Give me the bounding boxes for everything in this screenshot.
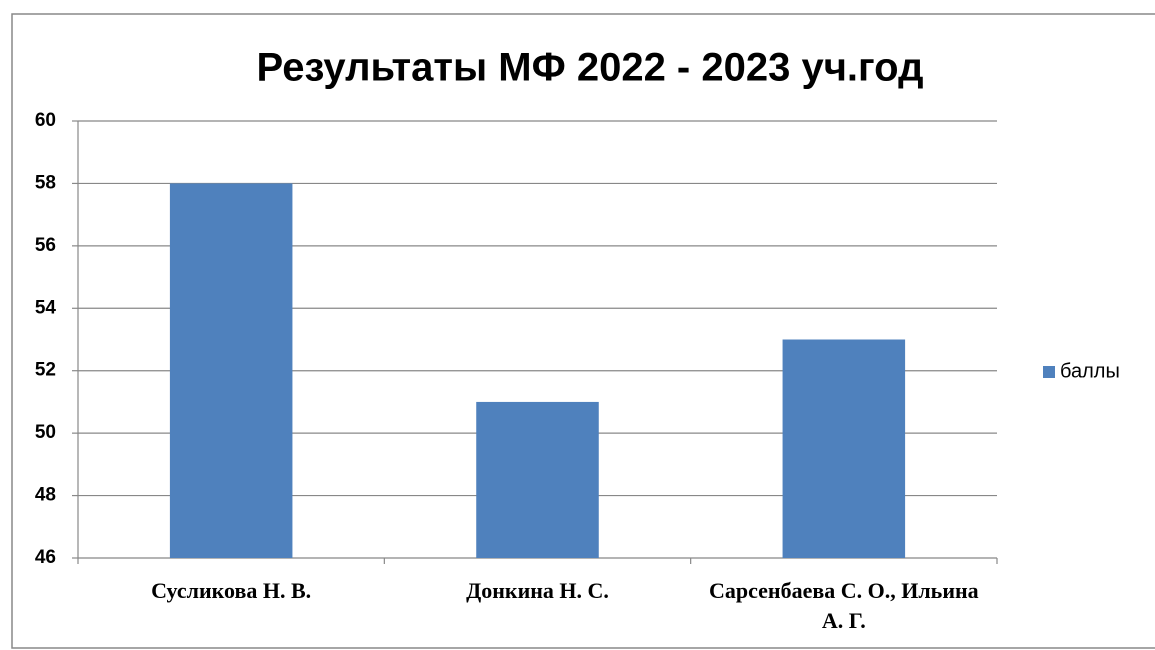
y-tick-label: 58 [35, 172, 56, 193]
y-tick-label: 52 [35, 360, 56, 381]
x-tick-label: Сарсенбаева С. О., Ильина А. Г. [708, 578, 979, 633]
bar [782, 339, 906, 558]
chart-title: Результаты МФ 2022 - 2023 уч.год [257, 46, 924, 90]
x-tick-label: Сусликова Н. В. [151, 578, 312, 603]
y-tick-label: 48 [35, 485, 56, 506]
y-tick-label: 60 [35, 110, 56, 131]
x-tick-label: Донкина Н. С. [466, 578, 609, 603]
y-tick-label: 54 [35, 297, 57, 318]
y-tick-label: 56 [35, 235, 56, 256]
bar [169, 183, 293, 558]
y-tick-label: 50 [35, 422, 56, 443]
legend-label: баллы [1060, 360, 1120, 382]
y-tick-label: 46 [35, 547, 56, 568]
bar [476, 401, 599, 558]
legend-swatch [1043, 366, 1055, 378]
